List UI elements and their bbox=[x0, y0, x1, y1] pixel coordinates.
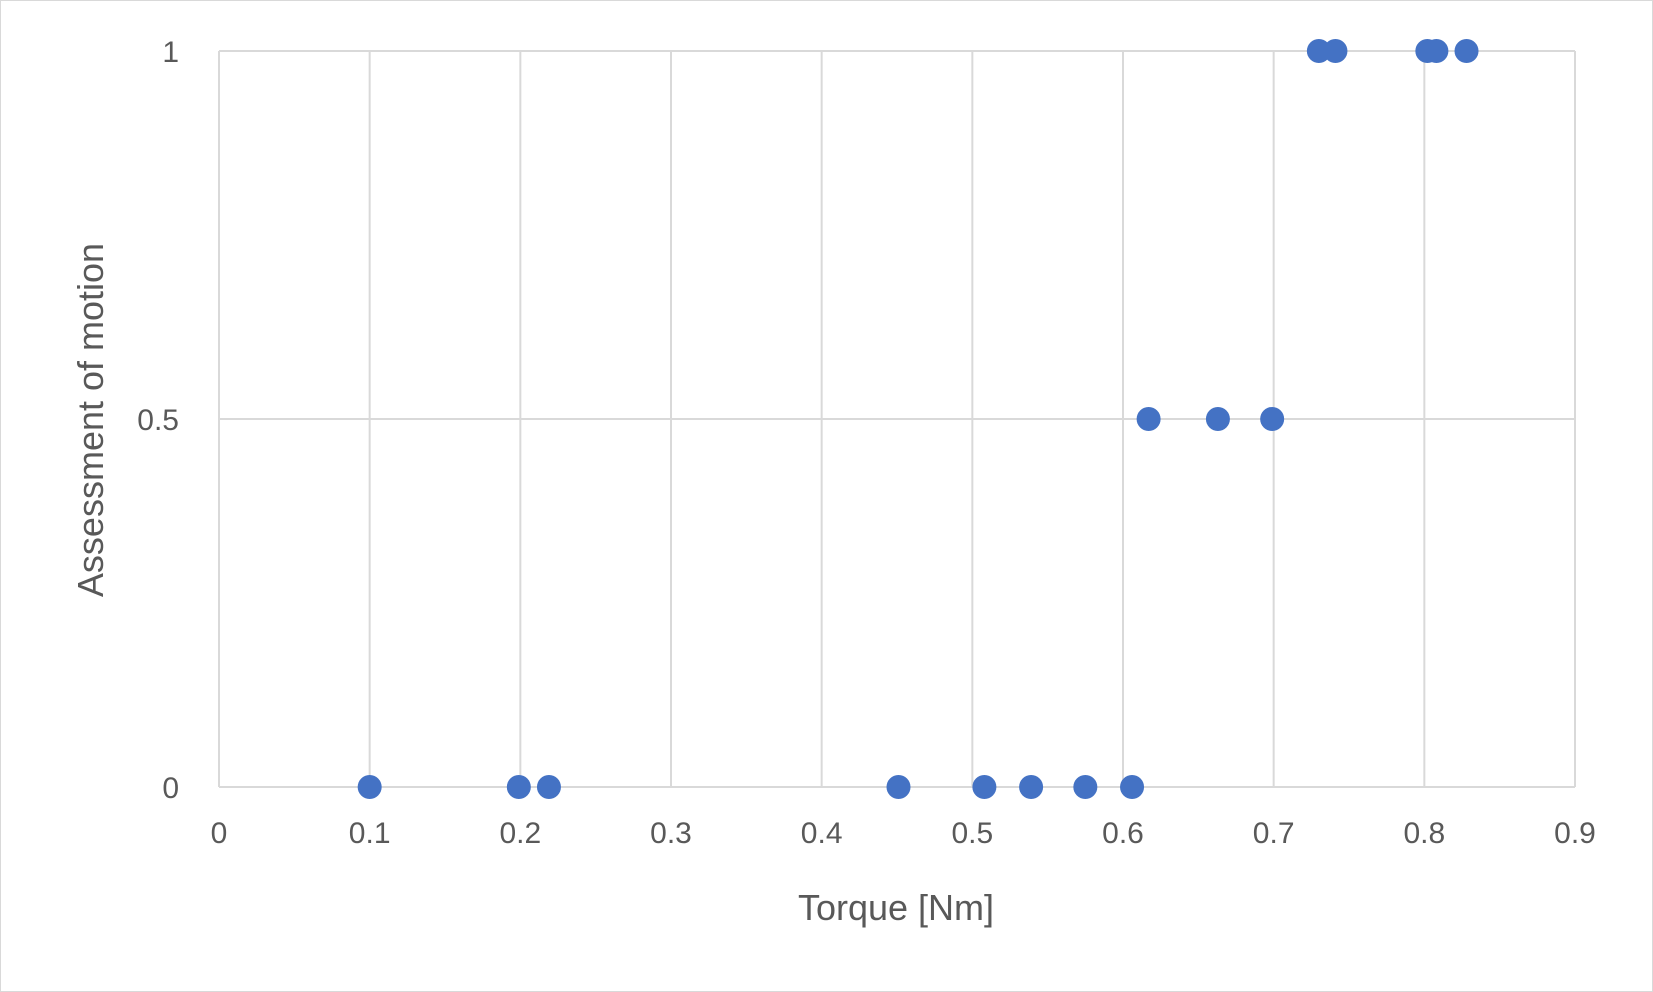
x-tick-label: 0.2 bbox=[499, 817, 541, 850]
x-tick-label: 0.1 bbox=[349, 817, 391, 850]
y-tick-label: 0 bbox=[162, 772, 179, 805]
data-point bbox=[1454, 39, 1479, 63]
data-point bbox=[1323, 39, 1348, 63]
x-axis-title: Torque [Nm] bbox=[798, 887, 994, 928]
y-axis-tick-labels: 00.51 bbox=[137, 36, 179, 805]
x-tick-label: 0.8 bbox=[1403, 817, 1445, 850]
x-tick-label: 0.6 bbox=[1102, 817, 1144, 850]
x-tick-label: 0.7 bbox=[1253, 817, 1295, 850]
x-tick-label: 0.5 bbox=[951, 817, 993, 850]
data-point bbox=[972, 775, 997, 799]
gridlines bbox=[218, 50, 1576, 788]
data-point bbox=[1306, 39, 1331, 63]
data-point bbox=[536, 775, 561, 799]
data-point bbox=[1120, 775, 1145, 799]
data-point bbox=[886, 775, 911, 799]
data-point bbox=[1136, 407, 1161, 431]
y-tick-label: 1 bbox=[162, 36, 179, 69]
y-axis-title: Assessment of motion bbox=[70, 243, 111, 597]
x-tick-label: 0.9 bbox=[1554, 817, 1596, 850]
data-point bbox=[1019, 775, 1044, 799]
y-tick-label: 0.5 bbox=[137, 404, 179, 437]
data-point bbox=[1205, 407, 1230, 431]
x-tick-label: 0 bbox=[211, 817, 228, 850]
data-point bbox=[506, 775, 531, 799]
x-tick-label: 0.4 bbox=[801, 817, 843, 850]
x-tick-label: 0.3 bbox=[650, 817, 692, 850]
data-point bbox=[1424, 39, 1449, 63]
data-point bbox=[1073, 775, 1098, 799]
data-points bbox=[357, 39, 1479, 799]
data-point bbox=[357, 775, 382, 799]
x-axis-tick-labels: 0 0.1 0.2 0.3 0.4 0.5 0.6 0.7 0.8 0.9 bbox=[211, 817, 1596, 850]
data-point bbox=[1260, 407, 1285, 431]
